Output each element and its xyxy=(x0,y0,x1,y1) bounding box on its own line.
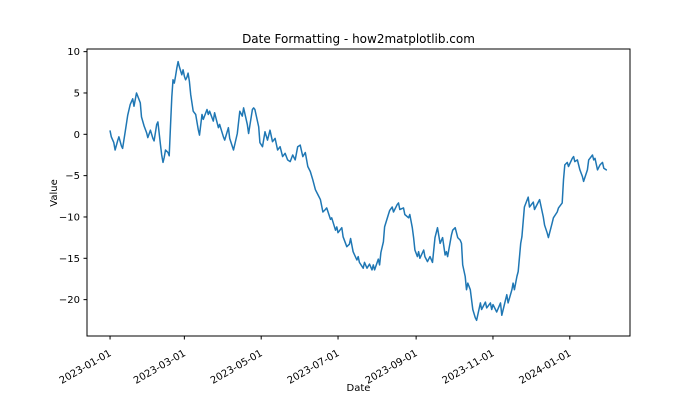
y-axis-ticks: 10 5 0 −5 −10 −15 −20 xyxy=(59,47,87,306)
y-tick-label: −15 xyxy=(59,254,80,265)
y-tick-label: −10 xyxy=(59,212,80,223)
x-tick-label: 2023-05-01 xyxy=(209,348,265,387)
chart-title: Date Formatting - how2matplotlib.com xyxy=(242,32,475,46)
x-axis-label: Date xyxy=(347,383,371,394)
y-tick-label: 0 xyxy=(74,130,80,141)
data-line-series xyxy=(109,60,608,322)
x-tick-label: 2023-03-01 xyxy=(132,348,188,387)
y-tick-label: −20 xyxy=(59,295,80,306)
x-tick-label: 2023-09-01 xyxy=(364,348,420,387)
x-tick-label: 2023-07-01 xyxy=(286,348,342,387)
x-axis-ticks: 2023-01-01 2023-03-01 2023-05-01 2023-07-01… xyxy=(58,336,573,387)
x-tick-label: 2023-01-01 xyxy=(58,348,114,387)
y-tick-label: 5 xyxy=(74,88,80,99)
plot-border xyxy=(86,48,631,337)
x-tick-label: 2024-01-01 xyxy=(517,348,573,387)
y-tick-label: −5 xyxy=(65,171,80,182)
y-axis-label: Value xyxy=(49,179,60,206)
y-tick-label: 10 xyxy=(67,47,80,58)
x-tick-label: 2023-11-01 xyxy=(441,348,497,387)
